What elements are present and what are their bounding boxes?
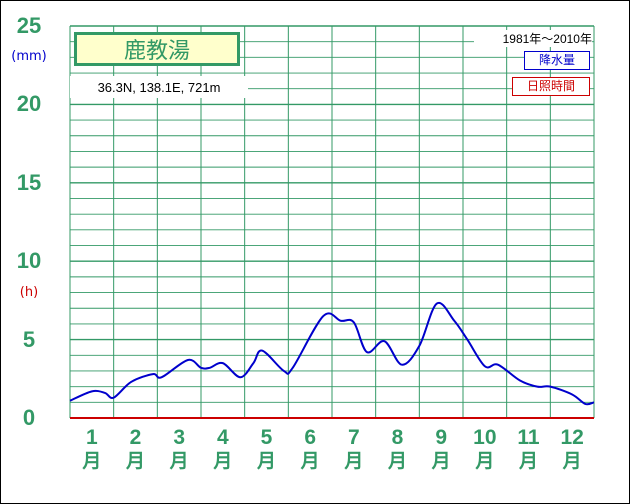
x-tick-suffix: 月 xyxy=(518,450,538,472)
x-tick-suffix: 月 xyxy=(562,450,582,472)
x-tick-label: 10 xyxy=(473,426,497,449)
x-tick-label: 7 xyxy=(347,426,360,449)
x-tick-label: 12 xyxy=(560,426,584,449)
y-tick-label: 5 xyxy=(22,326,36,352)
x-tick-label: 8 xyxy=(391,426,404,449)
x-tick-label: 4 xyxy=(216,426,229,449)
x-tick-label: 5 xyxy=(260,426,273,449)
x-tick-label: 2 xyxy=(129,426,142,449)
station-coordinates: 36.3N, 138.1E, 721m xyxy=(70,76,248,98)
chart-series xyxy=(69,301,595,406)
observation-period: 1981年〜2010年 xyxy=(474,30,592,47)
station-name: 鹿教湯 xyxy=(123,39,190,64)
x-tick-suffix: 月 xyxy=(125,450,145,472)
x-tick-label: 11 xyxy=(517,426,540,449)
x-tick-suffix: 月 xyxy=(431,450,451,472)
station-name-box: 鹿教湯 xyxy=(74,32,240,66)
y-tick-label: 20 xyxy=(16,91,42,117)
x-tick-suffix: 月 xyxy=(475,450,495,472)
x-tick-suffix: 月 xyxy=(82,450,102,472)
x-tick-suffix: 月 xyxy=(300,450,320,472)
x-tick-suffix: 月 xyxy=(256,450,276,472)
x-tick-label: 1 xyxy=(85,426,98,449)
x-tick-suffix: 月 xyxy=(213,450,233,472)
x-tick-suffix: 月 xyxy=(387,450,407,472)
y-tick-label: 0 xyxy=(22,405,36,430)
y-tick-label: 25 xyxy=(16,13,42,38)
x-tick-label: 3 xyxy=(173,426,185,449)
x-tick-suffix: 月 xyxy=(169,450,189,472)
x-tick-suffix: 月 xyxy=(344,450,364,472)
x-tick-label: 6 xyxy=(304,426,316,449)
y-tick-label: 10 xyxy=(16,248,42,274)
legend-precipitation: 降水量 xyxy=(524,51,590,70)
series-line-precipitation xyxy=(69,301,595,406)
y-tick-label: 15 xyxy=(16,169,42,195)
x-tick-label: 9 xyxy=(435,426,447,449)
sunshine-unit-label: (h) xyxy=(19,285,39,300)
legend-sunshine: 日照時間 xyxy=(512,77,590,96)
precipitation-unit-label: (mm) xyxy=(11,49,47,64)
